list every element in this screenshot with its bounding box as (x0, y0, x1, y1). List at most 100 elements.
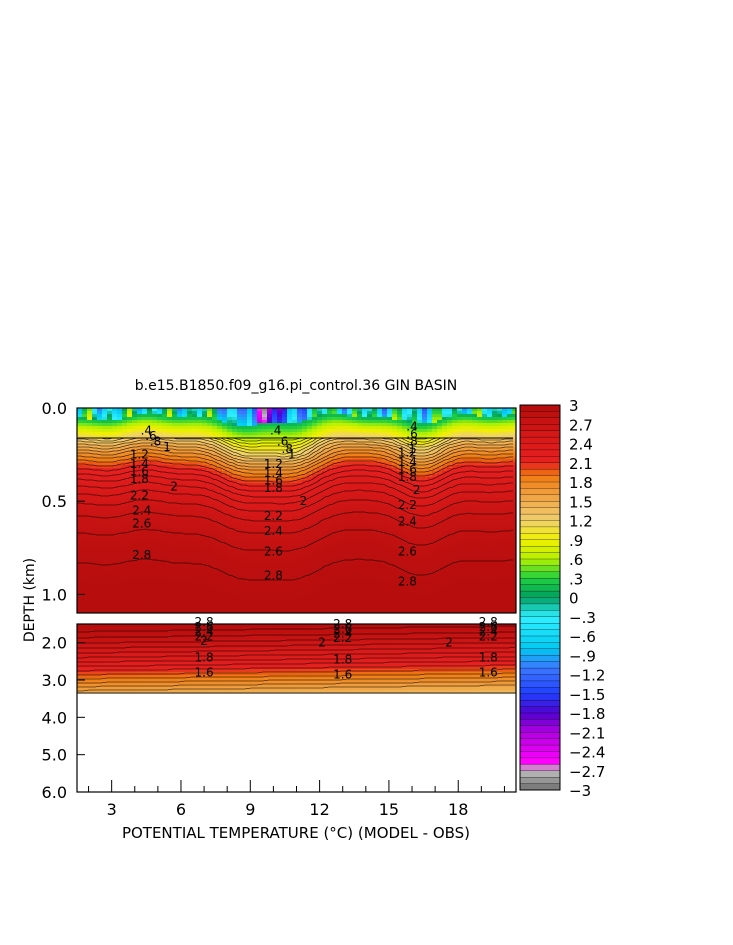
field-cell (202, 564, 208, 568)
field-cell (172, 570, 178, 574)
field-cell (197, 588, 203, 592)
field-cell (157, 441, 163, 445)
field-cell (327, 579, 333, 583)
field-cell (402, 528, 408, 532)
field-cell (272, 549, 278, 553)
field-cell (272, 543, 278, 547)
field-cell (357, 531, 363, 535)
field-cell (357, 504, 363, 508)
field-cell (112, 561, 118, 565)
field-cell (287, 561, 293, 565)
field-cell (222, 441, 228, 445)
field-cell (267, 543, 273, 547)
field-cell (192, 495, 198, 499)
field-cell (157, 516, 163, 520)
field-cell (267, 450, 273, 454)
field-cell (407, 447, 413, 451)
field-cell (432, 561, 438, 565)
field-cell (432, 495, 438, 499)
field-cell (282, 474, 288, 478)
field-cell (167, 462, 173, 466)
field-cell (432, 444, 438, 448)
field-cell (87, 444, 93, 448)
field-cell (342, 450, 348, 454)
field-cell (227, 453, 233, 457)
field-cell (232, 510, 238, 514)
field-cell (437, 411, 443, 415)
field-cell (407, 432, 413, 436)
field-cell (117, 525, 123, 529)
field-cell (387, 438, 393, 442)
field-cell (157, 501, 163, 505)
field-cell (317, 534, 323, 538)
field-cell (392, 483, 398, 487)
field-cell (107, 432, 113, 436)
field-cell (352, 513, 358, 517)
field-cell (392, 549, 398, 553)
field-cell (222, 507, 228, 511)
field-cell (372, 570, 378, 574)
field-cell (397, 549, 403, 553)
field-cell (217, 411, 223, 415)
field-cell (222, 510, 228, 514)
field-cell (87, 579, 93, 583)
field-cell (182, 471, 188, 475)
field-cell (372, 522, 378, 526)
field-cell (147, 597, 153, 601)
field-cell (262, 609, 268, 613)
field-cell (147, 603, 153, 607)
field-cell (97, 495, 103, 499)
field-cell (367, 603, 373, 607)
field-cell (422, 576, 428, 580)
field-cell (177, 588, 183, 592)
field-cell (147, 492, 153, 496)
field-cell (117, 534, 123, 538)
field-cell (307, 465, 313, 469)
field-cell (397, 543, 403, 547)
field-cell (407, 498, 413, 502)
field-cell (207, 477, 213, 481)
field-cell (412, 528, 418, 532)
field-cell (417, 456, 423, 460)
field-cell (307, 495, 313, 499)
field-cell (362, 570, 368, 574)
field-cell (327, 534, 333, 538)
field-cell (332, 537, 338, 541)
field-cell (147, 465, 153, 469)
field-cell (112, 450, 118, 454)
field-cell (362, 597, 368, 601)
field-cell (412, 543, 418, 547)
field-cell (397, 558, 403, 562)
field-cell (282, 420, 288, 424)
field-cell (357, 588, 363, 592)
field-cell (122, 579, 128, 583)
field-cell (192, 474, 198, 478)
field-cell (302, 555, 308, 559)
field-cell (337, 486, 343, 490)
field-cell (172, 594, 178, 598)
field-cell (277, 585, 283, 589)
field-cell (87, 417, 93, 421)
field-cell (197, 591, 203, 595)
field-cell (192, 522, 198, 526)
field-cell (182, 441, 188, 445)
field-cell (392, 441, 398, 445)
field-cell (82, 555, 88, 559)
field-cell (317, 519, 323, 523)
field-cell (277, 417, 283, 421)
field-cell (317, 411, 323, 415)
field-cell (427, 531, 433, 535)
field-cell (127, 543, 133, 547)
field-cell (117, 462, 123, 466)
field-cell (277, 432, 283, 436)
field-cell (287, 528, 293, 532)
field-cell (192, 540, 198, 544)
field-cell (342, 546, 348, 550)
field-cell (382, 414, 388, 418)
field-cell (222, 549, 228, 553)
field-cell (307, 555, 313, 559)
field-cell (432, 498, 438, 502)
field-cell (112, 564, 118, 568)
field-cell (97, 561, 103, 565)
field-cell (432, 531, 438, 535)
